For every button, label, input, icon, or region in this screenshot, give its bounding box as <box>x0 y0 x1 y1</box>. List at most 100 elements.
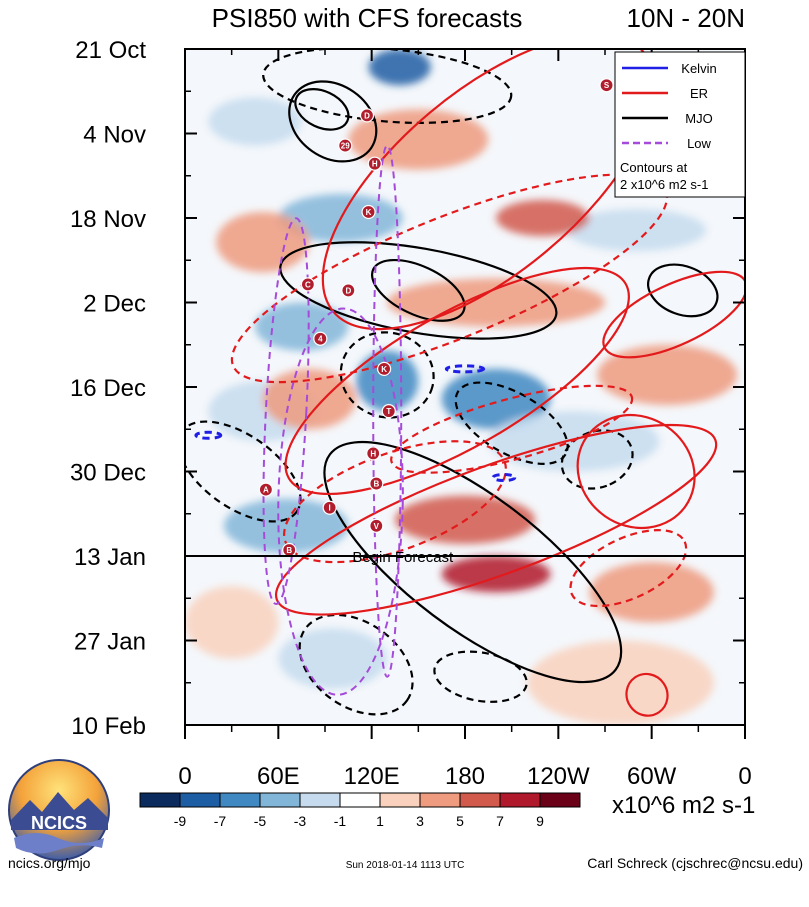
colorbar-label-4: -1 <box>334 813 347 829</box>
y-tick-label-1: 4 Nov <box>83 122 146 149</box>
colorbar-label-7: 5 <box>456 813 464 829</box>
low-contour-25 <box>277 307 404 696</box>
storm-label-4: C <box>305 280 311 289</box>
storm-marker-10 <box>258 482 273 497</box>
x-tick-label-1: 60E <box>257 763 300 790</box>
legend-box <box>614 51 746 198</box>
colorbar-label-5: 1 <box>376 813 384 829</box>
y-tick-label-7: 27 Jan <box>74 629 146 656</box>
colorbar-swatch-6 <box>379 792 421 808</box>
legend-note-line-2: 2 x10^6 m2 s-1 <box>620 177 708 192</box>
footer-timestamp: Sun 2018-01-14 1113 UTC <box>346 860 465 871</box>
er-contour-15 <box>274 423 718 616</box>
storm-marker-4 <box>300 277 315 292</box>
storm-marker-5 <box>341 283 356 298</box>
anomaly-patch-3 <box>368 49 431 86</box>
storm-marker-11 <box>369 476 384 491</box>
mjo-contour-0 <box>288 80 378 163</box>
storm-label-5: D <box>345 286 351 295</box>
anomaly-patch-6 <box>278 628 388 689</box>
mjo-contour-7 <box>339 331 435 419</box>
er-contour-20 <box>390 384 634 474</box>
storm-marker-8 <box>381 404 396 419</box>
storm-label-3: K <box>366 208 372 217</box>
y-tick-label-5: 30 Dec <box>70 460 146 487</box>
storm-marker-12 <box>322 500 337 515</box>
y-tick-label-2: 18 Nov <box>70 206 146 233</box>
mjo-contour-11 <box>298 613 414 716</box>
ncics-logo: NCICS <box>8 759 110 861</box>
chart-title: PSI850 with CFS forecasts <box>212 3 523 33</box>
anomaly-patch-1 <box>441 368 551 430</box>
anomaly-patch-2 <box>254 302 349 351</box>
x-tick-label-6: 0 <box>738 763 751 790</box>
anomaly-patch-18 <box>597 344 738 406</box>
storm-label-13: V <box>374 522 380 531</box>
colorbar-swatch-5 <box>339 792 381 808</box>
mjo-contour-6 <box>262 49 513 124</box>
legend-note-line-1: Contours at <box>620 160 688 175</box>
colorbar-swatch-7 <box>419 792 461 808</box>
colorbar-label-0: -9 <box>174 813 187 829</box>
storm-marker-1 <box>338 138 353 153</box>
y-tick-label-8: 10 Feb <box>71 713 146 740</box>
anomaly-patch-14 <box>348 109 489 170</box>
colorbar-label-3: -3 <box>294 813 307 829</box>
storm-marker-15 <box>599 78 614 93</box>
begin-forecast-label: Begin Forecast <box>352 549 454 566</box>
mjo-contour-1 <box>294 88 350 131</box>
er-contour-21 <box>283 440 507 564</box>
er-contour-16 <box>576 413 696 530</box>
er-contour-14 <box>284 266 630 496</box>
colorbar-swatch-3 <box>259 792 301 808</box>
storm-marker-7 <box>377 361 392 376</box>
colorbar-label-1: -7 <box>214 813 227 829</box>
storm-marker-13 <box>369 518 384 533</box>
colorbar-label-6: 3 <box>416 813 424 829</box>
colorbar-swatch-0 <box>139 792 181 808</box>
legend-label-mjo: MJO <box>685 111 712 126</box>
kelvin-contour-27 <box>444 364 486 374</box>
low-contour-23 <box>262 217 310 606</box>
x-tick-label-3: 180 <box>445 763 485 790</box>
mjo-contour-10 <box>185 420 302 523</box>
mjo-contour-5 <box>647 263 719 318</box>
storm-label-0: D <box>364 111 370 120</box>
storm-marker-9 <box>366 446 381 461</box>
chart-region: 10N - 20N <box>627 3 746 33</box>
storm-marker-3 <box>361 204 376 220</box>
colorbar-swatch-2 <box>219 792 261 808</box>
storm-label-11: B <box>373 480 379 489</box>
mjo-contour-8 <box>454 381 569 465</box>
anomaly-patch-4 <box>223 498 349 553</box>
legend-label-low: Low <box>687 136 711 151</box>
colorbar-swatch-1 <box>179 792 221 808</box>
x-tick-label-4: 120W <box>527 763 590 790</box>
kelvin-contour-26 <box>194 430 223 440</box>
colorbar-swatch-8 <box>459 792 501 808</box>
storm-marker-2 <box>367 156 382 171</box>
anomaly-patch-8 <box>208 97 302 146</box>
storm-label-15: S <box>604 81 610 90</box>
er-contour-17 <box>602 270 745 359</box>
colorbar: -9 -7 -5 -3 -1 1 3 5 7 9 x10^6 m2 s-1 <box>139 792 755 829</box>
legend-label-er: ER <box>690 86 708 101</box>
x-axis: 0 60E 120E 180 120W 60W 0 <box>178 49 752 790</box>
colorbar-label-8: 7 <box>496 813 504 829</box>
storm-label-6: 4 <box>318 335 323 344</box>
storm-marker-6 <box>313 331 328 346</box>
footer-url: ncics.org/mjo <box>8 855 91 871</box>
anomaly-patch-19 <box>216 211 310 273</box>
mjo-contour-3 <box>370 258 466 322</box>
x-tick-label-0: 0 <box>178 763 191 790</box>
anomaly-patch-21 <box>185 586 279 659</box>
colorbar-swatch-10 <box>539 792 581 808</box>
y-axis: 21 Oct 4 Nov 18 Nov 2 Dec 16 Dec 30 Dec 13 Jan… <box>70 37 745 740</box>
x-tick-label-5: 60W <box>627 763 677 790</box>
storm-label-10: A <box>263 486 269 495</box>
low-contour-24 <box>372 144 403 678</box>
storm-label-7: K <box>381 365 387 374</box>
storm-label-2: H <box>372 160 378 169</box>
anomaly-patch-0 <box>356 350 419 412</box>
